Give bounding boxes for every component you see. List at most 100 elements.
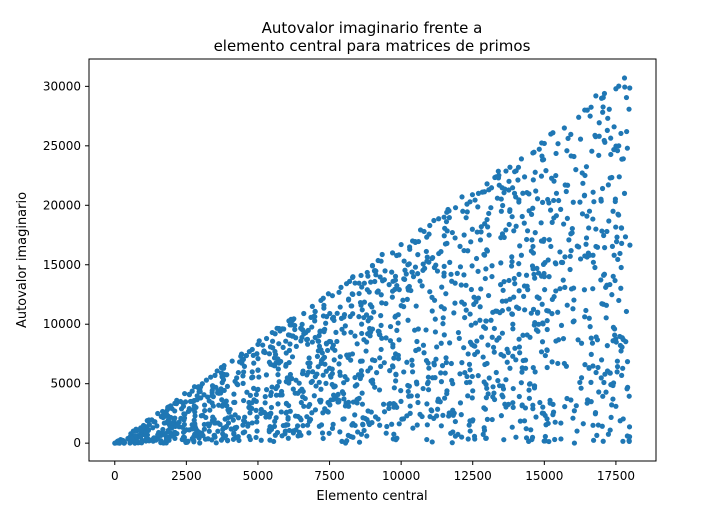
- data-point: [551, 294, 557, 300]
- data-point: [192, 413, 198, 419]
- data-point: [240, 380, 246, 386]
- data-point: [280, 344, 286, 350]
- data-point: [146, 438, 152, 444]
- data-point: [449, 440, 455, 446]
- data-point: [367, 365, 374, 371]
- data-point: [539, 199, 546, 205]
- data-point: [378, 292, 384, 298]
- data-point: [498, 351, 504, 358]
- data-point: [312, 309, 318, 315]
- data-point: [344, 352, 350, 358]
- data-point: [154, 423, 160, 429]
- data-point: [532, 230, 538, 236]
- data-point: [309, 378, 315, 384]
- data-point: [333, 329, 339, 335]
- data-point: [590, 422, 596, 428]
- data-point: [318, 360, 324, 366]
- data-point: [160, 426, 166, 433]
- data-point: [568, 397, 574, 403]
- data-point: [624, 359, 631, 365]
- data-point: [266, 414, 273, 420]
- data-point: [546, 274, 552, 280]
- data-point: [369, 357, 376, 363]
- data-point: [243, 352, 249, 359]
- data-point: [524, 283, 530, 289]
- data-point: [460, 208, 466, 214]
- data-point: [518, 156, 525, 162]
- data-point: [571, 440, 578, 446]
- data-point: [423, 357, 430, 364]
- data-point: [310, 369, 316, 375]
- data-point: [326, 365, 333, 371]
- data-point: [485, 292, 492, 299]
- data-point: [510, 400, 516, 406]
- data-point: [433, 262, 439, 268]
- data-point: [276, 325, 282, 332]
- data-point: [496, 383, 503, 389]
- data-point: [490, 344, 497, 350]
- data-point: [342, 374, 348, 380]
- data-point: [570, 415, 576, 421]
- data-point: [544, 307, 550, 314]
- data-point: [595, 364, 601, 371]
- data-point: [562, 284, 568, 290]
- data-point: [342, 403, 349, 409]
- data-point: [553, 190, 560, 196]
- data-point: [620, 438, 626, 444]
- y-tick-label: 10000: [43, 317, 81, 331]
- data-point: [588, 104, 594, 110]
- data-points: [112, 75, 633, 446]
- data-point: [407, 246, 413, 252]
- data-point: [516, 261, 522, 267]
- data-point: [209, 393, 215, 399]
- data-point: [330, 314, 337, 320]
- data-point: [372, 384, 378, 390]
- data-point: [432, 329, 438, 335]
- data-point: [565, 182, 571, 188]
- data-point: [555, 309, 561, 315]
- data-point: [400, 297, 406, 303]
- data-point: [626, 393, 632, 399]
- data-point: [315, 348, 321, 354]
- data-point: [219, 371, 225, 377]
- data-point: [341, 396, 347, 402]
- data-point: [262, 400, 268, 406]
- data-point: [335, 391, 341, 397]
- data-point: [316, 379, 322, 385]
- data-point: [429, 308, 435, 314]
- data-point: [263, 387, 270, 393]
- data-point: [247, 436, 253, 443]
- data-point: [320, 372, 326, 378]
- data-point: [392, 273, 399, 279]
- data-point: [215, 428, 221, 434]
- data-point: [270, 362, 276, 368]
- data-point: [620, 156, 626, 162]
- data-point: [408, 393, 414, 399]
- data-point: [316, 333, 322, 339]
- y-tick-label: 0: [73, 436, 81, 450]
- data-point: [413, 303, 419, 309]
- data-point: [467, 428, 473, 434]
- data-point: [478, 229, 484, 235]
- data-point: [503, 377, 509, 383]
- data-point: [273, 385, 279, 392]
- data-point: [598, 375, 604, 381]
- data-point: [424, 381, 431, 387]
- data-point: [568, 248, 574, 254]
- data-point: [486, 210, 492, 217]
- data-point: [512, 281, 518, 287]
- data-point: [318, 397, 324, 403]
- data-point: [553, 150, 559, 157]
- data-point: [489, 416, 495, 423]
- data-point: [267, 437, 273, 443]
- data-point: [621, 190, 628, 196]
- data-point: [240, 373, 246, 379]
- data-point: [578, 375, 585, 381]
- data-point: [165, 404, 171, 410]
- data-point: [609, 243, 616, 249]
- data-point: [311, 393, 317, 399]
- data-point: [349, 351, 356, 357]
- data-point: [423, 248, 429, 255]
- data-point: [361, 427, 367, 434]
- data-point: [420, 385, 426, 392]
